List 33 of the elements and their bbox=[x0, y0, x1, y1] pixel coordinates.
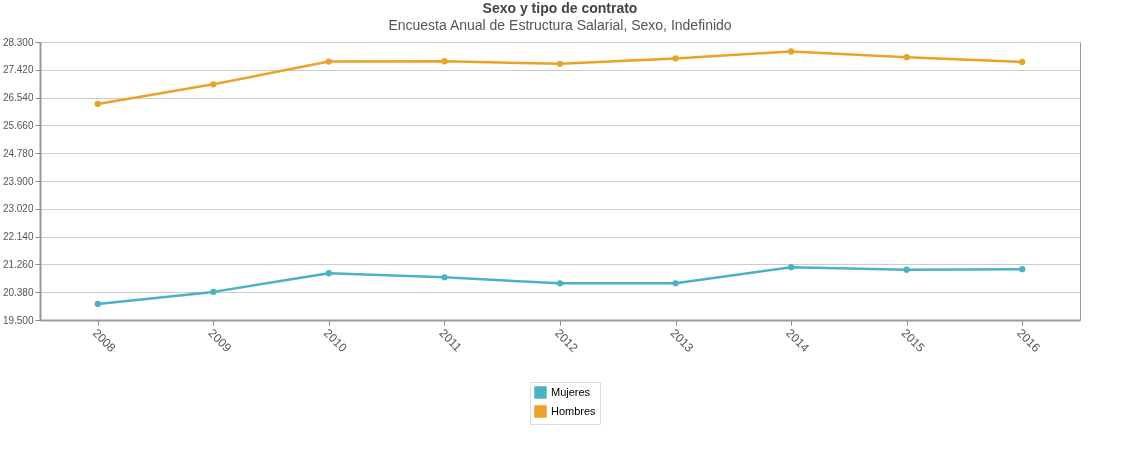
y-tick-label: 25.660 bbox=[2, 119, 34, 131]
y-tick-label: 24.780 bbox=[2, 147, 34, 159]
y-tick-label: 23.900 bbox=[2, 175, 34, 187]
chart-title: Sexo y tipo de contrato bbox=[482, 0, 638, 16]
point bbox=[210, 288, 217, 296]
y-tick-label: 27.420 bbox=[2, 64, 34, 76]
y-tick-label: 20.380 bbox=[2, 286, 34, 298]
point bbox=[1019, 58, 1026, 66]
legend-label: Hombres bbox=[551, 404, 597, 417]
y-tick-label: 21.260 bbox=[2, 258, 34, 270]
point bbox=[325, 270, 333, 277]
y-tick-label: 19.500 bbox=[2, 314, 34, 326]
point bbox=[210, 81, 217, 88]
point bbox=[441, 58, 448, 65]
point bbox=[787, 264, 795, 271]
point bbox=[94, 100, 101, 108]
legend-label: Mujeres bbox=[551, 385, 591, 398]
point bbox=[1019, 265, 1026, 273]
point bbox=[94, 300, 101, 308]
point bbox=[903, 54, 910, 61]
point bbox=[325, 58, 333, 65]
point bbox=[672, 55, 679, 62]
y-tick-label: 23.020 bbox=[2, 203, 34, 215]
y-tick-label: 28.300 bbox=[2, 36, 34, 48]
y-tick-label: 22.140 bbox=[2, 231, 34, 243]
point bbox=[441, 274, 448, 281]
y-tick-label: 26.540 bbox=[2, 92, 34, 104]
point bbox=[556, 60, 564, 67]
point bbox=[672, 280, 679, 287]
point bbox=[787, 48, 795, 55]
point bbox=[556, 280, 564, 287]
chart-subtitle: Encuesta Anual de Estructura Salarial, Sexo, Indefinido bbox=[388, 17, 732, 33]
point bbox=[903, 266, 910, 273]
